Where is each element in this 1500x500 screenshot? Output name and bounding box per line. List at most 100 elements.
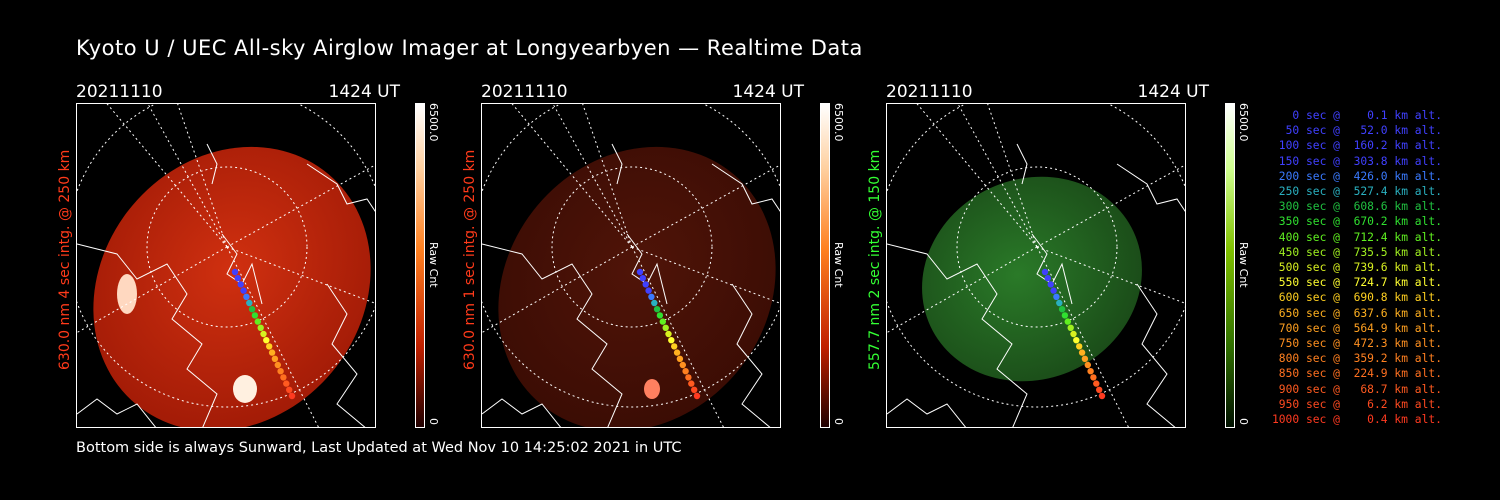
legend-entry: 350 sec @ 670.2 km alt. — [1278, 215, 1442, 229]
panel-1-time: 1424 UT — [328, 82, 401, 102]
trajectory-dot — [691, 386, 698, 393]
coastline — [887, 398, 967, 427]
legend-entry: 950 sec @ 6.2 km alt. — [1278, 397, 1442, 411]
coastline — [221, 233, 263, 305]
coastline — [482, 243, 623, 427]
grid-line — [226, 164, 375, 248]
trajectory-dot — [1067, 324, 1074, 331]
trajectory-dot — [1084, 361, 1091, 369]
grid-circle — [146, 166, 308, 328]
grid-line — [177, 104, 228, 248]
trajectory-dot — [257, 324, 264, 331]
legend-entry: 600 sec @ 690.8 km alt. — [1278, 291, 1442, 305]
grid-line — [631, 164, 780, 248]
panel-3-image — [886, 103, 1186, 428]
grid-line — [631, 246, 780, 304]
trajectory-dot — [263, 337, 270, 344]
trajectory-dot — [1047, 281, 1054, 288]
legend-entry: 250 sec @ 527.4 km alt. — [1278, 185, 1442, 199]
coastline — [1016, 143, 1028, 185]
trajectory-dot — [1064, 318, 1071, 325]
panel-2-wavelength-label: 630.0 nm 1 sec intg. @ 250 km — [462, 149, 478, 370]
legend-entry: 800 sec @ 359.2 km alt. — [1278, 352, 1442, 366]
panel-2-cbar-label: Raw Cnt — [832, 242, 845, 288]
trajectory-dot — [266, 343, 273, 350]
coastline — [206, 143, 218, 185]
panel-3-svg — [887, 104, 1185, 427]
grid-line — [147, 104, 228, 248]
trajectory-dot — [648, 293, 655, 300]
trajectory-dot — [645, 287, 652, 294]
trajectory-dot — [254, 318, 261, 325]
panel-1-image — [76, 103, 376, 428]
coastline — [306, 163, 375, 212]
legend-entry: 700 sec @ 564.9 km alt. — [1278, 321, 1442, 335]
trajectory-dot — [676, 355, 684, 362]
coastline — [482, 398, 562, 427]
grid-circle — [551, 166, 713, 328]
panel-1-cbar-max: 6500.0 — [427, 103, 440, 142]
panel-2-cbar-max: 6500.0 — [832, 103, 845, 142]
trajectory-dot — [237, 281, 244, 288]
grid-line — [1036, 246, 1185, 304]
trajectory-dot — [679, 361, 686, 369]
trajectory-dot — [668, 337, 675, 344]
trajectory-dot — [1093, 380, 1100, 387]
panel-3-cbar-label: Raw Cnt — [1237, 242, 1250, 288]
panel-3-cbar-max: 6500.0 — [1237, 103, 1250, 142]
legend-entry: 200 sec @ 426.0 km alt. — [1278, 169, 1442, 183]
coastline — [731, 283, 771, 427]
trajectory-dot — [673, 349, 681, 356]
legend-entry: 750 sec @ 472.3 km alt. — [1278, 337, 1442, 351]
legend-entry: 500 sec @ 739.6 km alt. — [1278, 261, 1442, 275]
footer-note: Bottom side is always Sunward, Last Upda… — [76, 440, 682, 456]
grid-line — [957, 104, 1038, 248]
coastline — [626, 233, 668, 305]
trajectory-dot — [682, 368, 689, 375]
airglow-disk — [93, 146, 371, 427]
trajectory-dot — [283, 380, 290, 387]
panel-2-cbar-min: 0 — [832, 418, 845, 425]
panel-2-colorbar — [820, 103, 830, 428]
panel-1-svg — [77, 104, 375, 427]
panel-1-cbar-label: Raw Cnt — [427, 242, 440, 288]
coastline — [1136, 283, 1176, 427]
trajectory-dot — [248, 306, 256, 313]
panel-2-image — [481, 103, 781, 428]
coastline — [611, 143, 623, 185]
trajectory-dot — [1070, 330, 1077, 338]
panel-2-date: 20211110 — [481, 82, 568, 102]
trajectory-dot — [1098, 392, 1106, 400]
trajectory-dot — [1087, 368, 1094, 375]
trajectory-dot — [1058, 306, 1066, 313]
panel-2-svg — [482, 104, 780, 427]
grid-circle — [887, 104, 1185, 408]
trajectory-legend: 0 sec @ 0.1 km alt. 50 sec @ 52.0 km alt… — [1262, 108, 1442, 427]
panel-1-date: 20211110 — [76, 82, 163, 102]
panel-3-cbar-min: 0 — [1237, 418, 1250, 425]
legend-entry: 100 sec @ 160.2 km alt. — [1278, 139, 1442, 153]
panel-3-colorbar — [1225, 103, 1235, 428]
trajectory-dot — [693, 392, 701, 400]
trajectory-dot — [274, 361, 281, 369]
trajectory-dot — [1073, 337, 1080, 344]
trajectory-dot — [1078, 349, 1086, 356]
trajectory-dot — [1096, 386, 1103, 393]
legend-entry: 0 sec @ 0.1 km alt. — [1278, 109, 1442, 122]
coastline — [1116, 163, 1185, 212]
trajectory-dot — [240, 287, 247, 294]
trajectory-dot — [231, 268, 239, 276]
trajectory-dot — [653, 306, 661, 313]
aurora-patch — [233, 375, 257, 403]
legend-entry: 900 sec @ 68.7 km alt. — [1278, 382, 1442, 396]
trajectory-dot — [268, 349, 276, 356]
trajectory-dot — [271, 355, 279, 362]
trajectory-dot — [688, 380, 695, 387]
legend-entry: 850 sec @ 224.9 km alt. — [1278, 367, 1442, 381]
trajectory-dot — [288, 392, 296, 400]
coastline — [1031, 233, 1073, 305]
trajectory-dot — [1041, 268, 1049, 276]
legend-entry: 300 sec @ 608.6 km alt. — [1278, 200, 1442, 214]
trajectory-dot — [639, 275, 646, 282]
grid-line — [987, 104, 1038, 248]
